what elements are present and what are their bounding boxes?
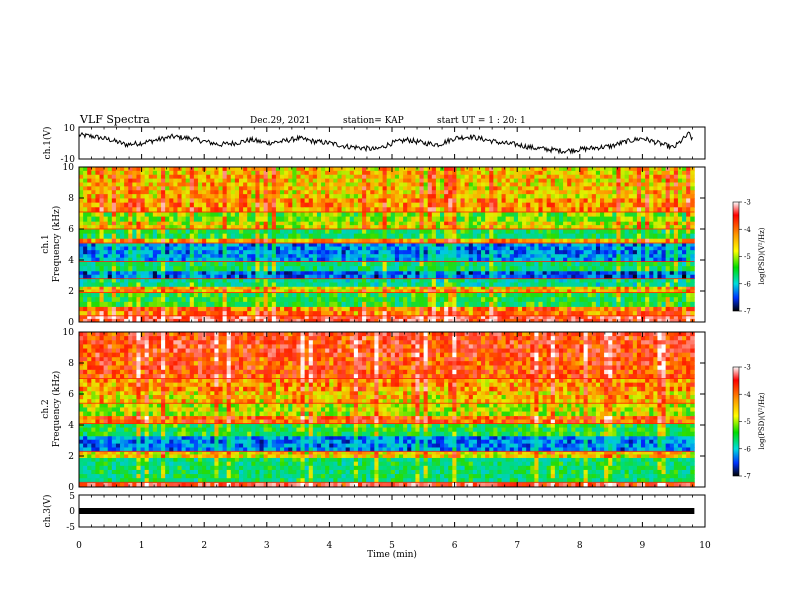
ch1-colorbar-label: log(PSD)(V²/Hz) (758, 227, 766, 284)
ch1-ytick-top: 10 (64, 124, 76, 134)
ch2-spectrogram-ytick-4: 8 (68, 359, 74, 369)
xtick-label-8: 8 (577, 541, 583, 551)
xtick-label-1: 1 (139, 541, 145, 551)
ch1-colorbar-tick-4: -7 (744, 308, 751, 316)
ch2-spectrogram-band-4 (79, 423, 695, 437)
ch1-spectrogram-ylabel-channel: ch.1 (41, 234, 51, 253)
ch1-colorbar-tick-2: -5 (744, 253, 751, 261)
ch2-spectrogram-band-8 (79, 378, 695, 392)
ch2-spectrogram-band-5 (79, 415, 695, 424)
ch1-colorbar (732, 201, 740, 312)
ch1-spectrogram-ytick-4: 8 (68, 194, 74, 204)
ch1-colorbar-tick-0: -3 (744, 199, 751, 207)
ch2-colorbar-tick-2: -5 (744, 418, 751, 426)
ch1-spectrogram-band-7 (79, 253, 695, 262)
ch1-spectrogram-ytick-3: 6 (68, 225, 74, 235)
figure-title: VLF Spectra (79, 113, 150, 126)
date-label: Dec.29, 2021 (250, 116, 311, 126)
ch1-spectrogram-ytick-0: 0 (68, 318, 74, 328)
ch1-colorbar-tick-3: -6 (744, 280, 751, 288)
ch2-spectrogram-ytick-2: 4 (68, 421, 74, 431)
ch2-colorbar-label: log(PSD)(V²/Hz) (758, 392, 766, 449)
xtick-label-5: 5 (389, 541, 395, 551)
ch3-ytick-top: 5 (69, 492, 75, 502)
ch2-spectrogram-ylabel-channel: ch.2 (41, 399, 51, 418)
ch2-spectrogram-band-7 (79, 390, 695, 404)
ch1-colorbar-tick-1: -4 (744, 226, 751, 234)
ch1-spectrogram-band-0 (79, 315, 695, 323)
ch1-spectrogram-band-9 (79, 238, 695, 244)
ch1-spectrogram-band-13 (79, 198, 695, 213)
ch2-colorbar-tick-3: -6 (744, 445, 751, 453)
ch2-spectrogram-ytick-1: 2 (68, 452, 74, 462)
ch1-spectrogram-band-10 (79, 229, 695, 239)
ch2-spectrogram-band-3 (79, 435, 695, 452)
ch1-spectrogram-band-8 (79, 242, 695, 255)
ch2-spectrogram-band-1 (79, 457, 695, 483)
ch3-ylabel: ch.3(V) (42, 495, 53, 528)
ch1-spectrogram-band-1 (79, 306, 695, 317)
ch1-spectrogram-ytick-1: 2 (68, 287, 74, 297)
ch2-spectrogram-band-2 (79, 451, 695, 458)
ch1-spectrogram-band-5 (79, 270, 695, 280)
ch1-spectrogram-ytick-2: 4 (68, 256, 74, 266)
ch3-ytick-mid: 0 (69, 507, 75, 517)
ch2-spectrogram-band-10 (79, 332, 695, 358)
ch1-spectrogram-ylabel-frequency: Frequency (kHz) (51, 206, 62, 283)
xtick-label-4: 4 (327, 541, 333, 551)
ch2-spectrogram-ytick-3: 6 (68, 390, 74, 400)
start-time-label: start UT = 1 : 20: 1 (437, 116, 526, 126)
ch2-colorbar-tick-4: -7 (744, 473, 751, 481)
ch1-spectrogram-band-14 (79, 167, 695, 199)
xtick-label-9: 9 (640, 541, 646, 551)
ch1-spectrogram-band-12 (79, 211, 695, 222)
ch2-colorbar-tick-1: -4 (744, 391, 751, 399)
ch1-waveform-line (79, 131, 693, 155)
ch2-spectrogram-band-9 (79, 356, 695, 379)
ch1-spectrogram-band-11 (79, 221, 695, 230)
ch1-ytick-bottom: -10 (61, 155, 76, 165)
ch1-spectrogram-band-4 (79, 278, 695, 287)
xtick-label-10: 10 (699, 541, 711, 551)
xtick-label-0: 0 (76, 541, 82, 551)
ch2-spectrogram-band-6 (79, 403, 695, 417)
x-axis-label: Time (min) (367, 549, 417, 560)
ch1-spectrogram-band-3 (79, 286, 695, 293)
ch2-colorbar (732, 366, 740, 477)
ch3-ytick-bottom: -5 (66, 523, 75, 533)
xtick-label-7: 7 (514, 541, 520, 551)
ch2-colorbar-tick-0: -3 (744, 364, 751, 372)
xtick-label-3: 3 (264, 541, 270, 551)
ch1-spectrogram-ytick-5: 10 (63, 163, 75, 173)
ch2-spectrogram-ytick-0: 0 (68, 483, 74, 493)
ch2-spectrogram-ytick-5: 10 (63, 328, 75, 338)
station-label: station= KAP (343, 116, 404, 126)
ch1-spectrogram-band-6 (79, 261, 695, 272)
xtick-label-2: 2 (201, 541, 207, 551)
ch2-spectrogram-ylabel-frequency: Frequency (kHz) (51, 371, 62, 448)
xtick-label-6: 6 (452, 541, 458, 551)
ch1-spectrogram-band-2 (79, 292, 695, 307)
ch1-ylabel: ch.1(V) (42, 127, 53, 160)
